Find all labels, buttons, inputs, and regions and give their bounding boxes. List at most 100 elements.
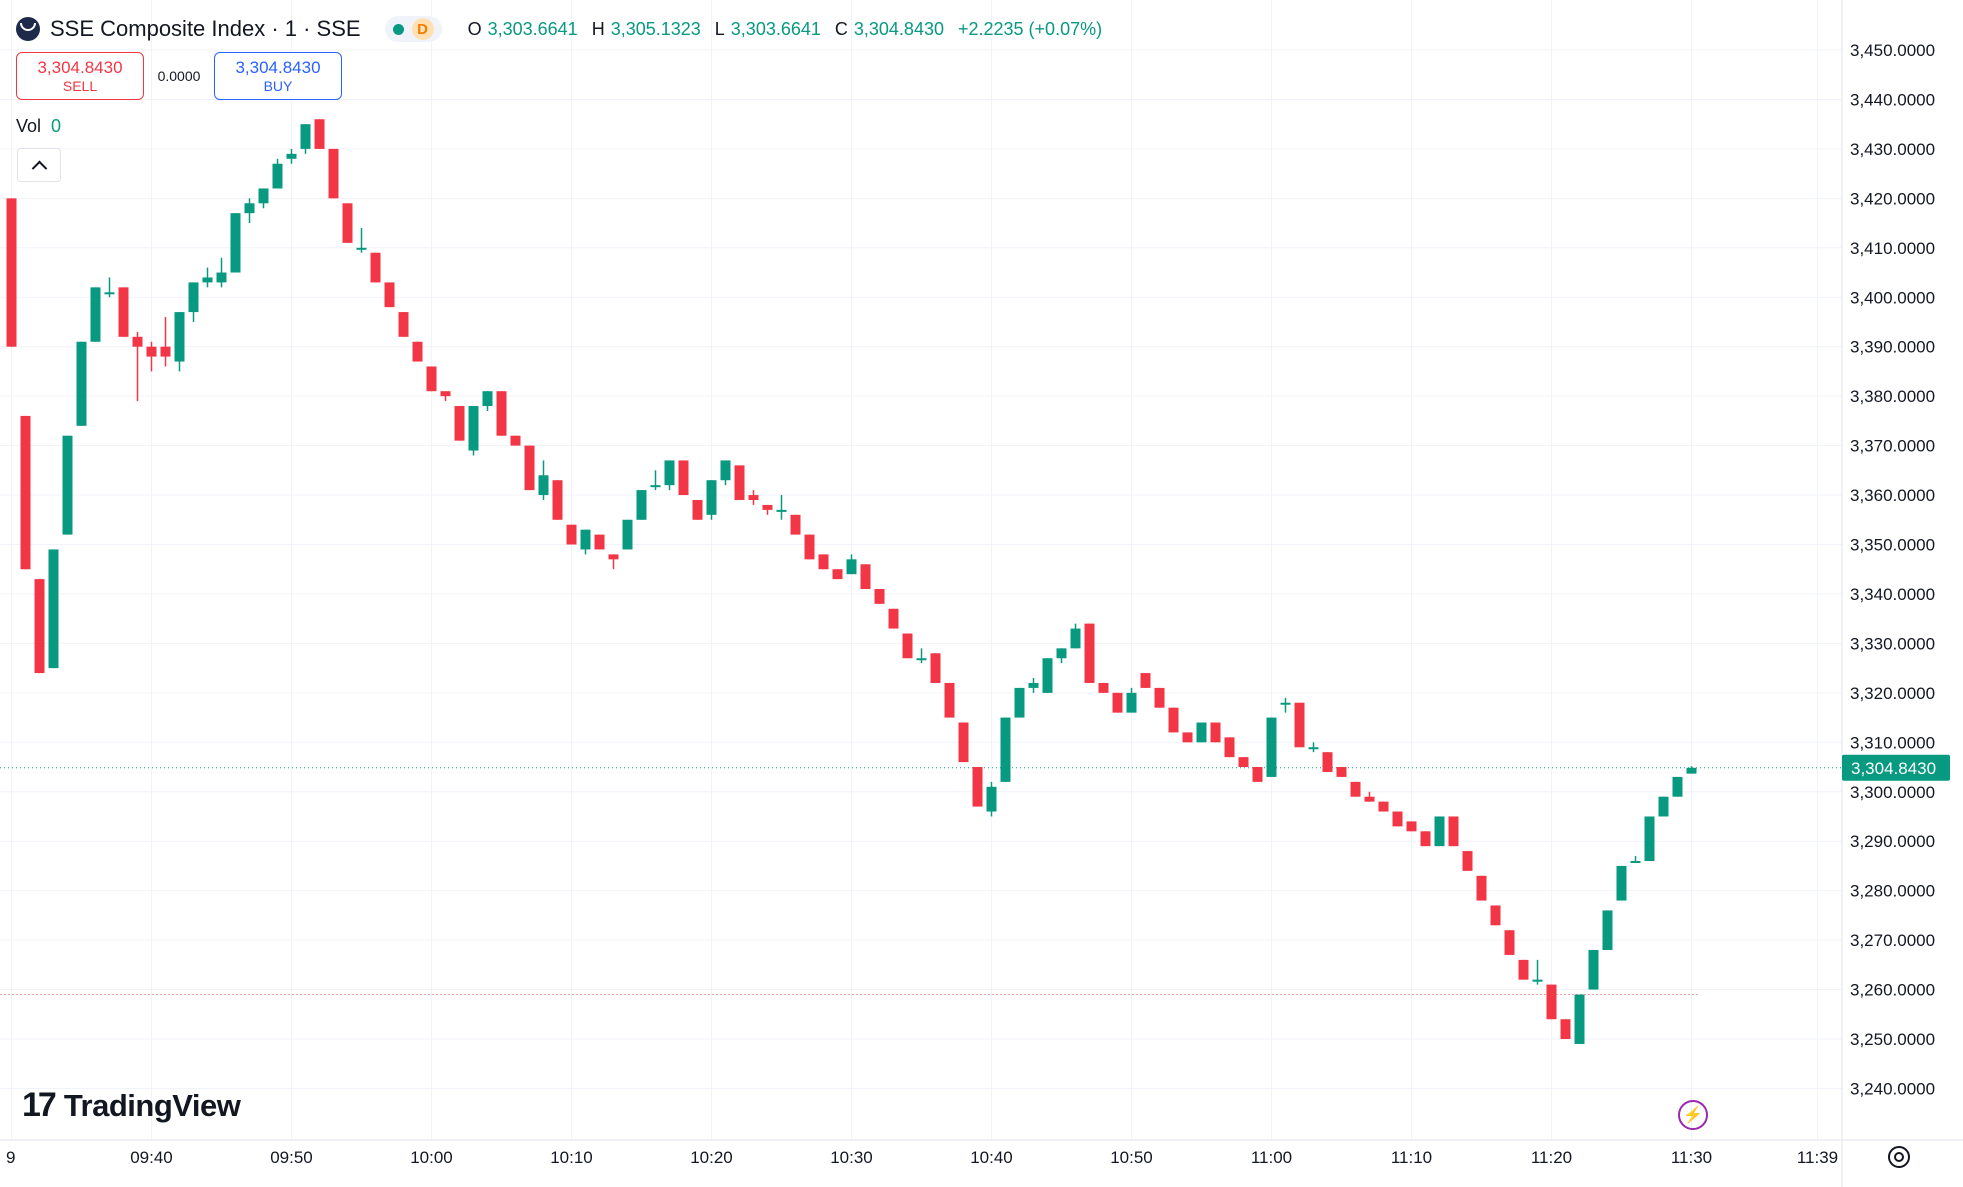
candle-down (594, 534, 605, 550)
candle-up (1602, 910, 1613, 950)
candle-body (790, 514, 801, 535)
candle-body (132, 336, 143, 347)
candle-up (1056, 648, 1067, 664)
sell-price: 3,304.8430 (37, 57, 123, 77)
candle-body (230, 213, 241, 273)
candle-body (944, 682, 955, 718)
candle-body (342, 203, 353, 243)
candle-body (958, 722, 969, 763)
candle-body (762, 504, 773, 510)
candle-body (678, 460, 689, 496)
candle-up (846, 554, 857, 575)
candle-up (104, 277, 115, 298)
candle-body (1350, 781, 1361, 797)
candle-down (510, 435, 521, 446)
candle-body (930, 653, 941, 683)
candle-body (76, 341, 87, 426)
candle-up (1574, 994, 1585, 1044)
candle-up (272, 158, 283, 189)
candle-body (1490, 905, 1501, 926)
candle-down (678, 460, 689, 496)
candle-body (510, 435, 521, 446)
candle-body (1602, 910, 1613, 950)
candle-down (874, 589, 885, 604)
candle-body (20, 415, 31, 570)
candle-down (1098, 682, 1109, 693)
candle-up (1588, 949, 1599, 990)
candle-down (1210, 722, 1221, 743)
candle-body (1196, 722, 1207, 743)
candle-body (398, 312, 409, 337)
candle-down (1364, 791, 1375, 802)
ohlc-open-label: O (467, 18, 482, 39)
market-status-pill[interactable]: D (384, 16, 442, 42)
candle-body (328, 148, 339, 199)
y-tick-label: 3,390.0000 (1850, 338, 1935, 357)
candle-up (1434, 816, 1445, 847)
candle-down (328, 148, 339, 199)
candle-body (1658, 796, 1669, 817)
candle-up (482, 391, 493, 411)
candle-down (1168, 707, 1179, 733)
candle-up (650, 470, 661, 491)
candle-body (1056, 648, 1067, 659)
ohlc-legend: O 3,303.6641 H 3,305.1323 L 3,303.6641 C 3,3… (468, 19, 1103, 40)
y-tick-label: 3,330.0000 (1850, 634, 1935, 653)
y-tick-label: 3,260.0000 (1850, 981, 1935, 1000)
chart-settings-gear-icon[interactable] (1888, 1146, 1910, 1168)
candle-down (1504, 930, 1515, 955)
candle-down (1406, 821, 1417, 832)
collapse-legend-button[interactable] (17, 148, 61, 182)
candle-down (692, 499, 703, 520)
buy-button[interactable]: 3,304.8430 BUY (214, 52, 342, 100)
candle-up (1126, 687, 1137, 713)
candle-down (454, 406, 465, 441)
candle-down (1476, 875, 1487, 901)
y-tick-label: 3,340.0000 (1850, 585, 1935, 604)
candle-down (6, 198, 17, 347)
candle-up (1630, 856, 1641, 863)
candle-up (468, 406, 479, 456)
candle-body (1028, 682, 1039, 688)
volume-label: Vol (16, 116, 42, 136)
x-tick-label: 11:10 (1391, 1148, 1432, 1167)
candle-down (1560, 1019, 1571, 1039)
candle-down (734, 465, 745, 500)
candle-body (314, 119, 325, 149)
candle-down (762, 504, 773, 515)
candle-body (1588, 949, 1599, 990)
candle-body (1378, 801, 1389, 812)
lightning-bolt-icon[interactable]: ⚡ (1678, 1100, 1708, 1130)
candle-body (1476, 875, 1487, 901)
candle-body (384, 282, 395, 308)
candle-body (1126, 692, 1137, 713)
y-tick-label: 3,400.0000 (1850, 288, 1935, 307)
candle-body (636, 490, 647, 520)
candle-body (6, 198, 17, 347)
sell-button[interactable]: 3,304.8430 SELL (16, 52, 144, 100)
candle-body (1308, 747, 1319, 750)
candle-body (1504, 930, 1515, 955)
candle-up (286, 148, 297, 164)
volume-value: 0 (51, 116, 62, 136)
volume-legend[interactable]: Vol 0 (16, 116, 61, 137)
symbol-title[interactable]: SSE Composite Index · 1 · SSE (50, 16, 361, 41)
y-tick-label: 3,270.0000 (1850, 931, 1935, 950)
candle-body (146, 346, 157, 357)
ohlc-low-label: L (714, 18, 725, 39)
candle-body (1294, 702, 1305, 748)
candle-up (1532, 959, 1543, 985)
candles (6, 119, 1697, 1044)
candle-body (916, 658, 927, 661)
candle-body (860, 564, 871, 590)
candle-down (888, 608, 899, 629)
candle-body (986, 786, 997, 812)
tradingview-logo[interactable]: 17 TradingView (22, 1086, 241, 1125)
y-tick-label: 3,300.0000 (1850, 783, 1935, 802)
x-tick-label: 09:40 (130, 1148, 173, 1167)
candle-body (1014, 687, 1025, 718)
candle-up (1028, 678, 1039, 693)
candle-body (1462, 851, 1473, 871)
candle-body (1532, 979, 1543, 982)
